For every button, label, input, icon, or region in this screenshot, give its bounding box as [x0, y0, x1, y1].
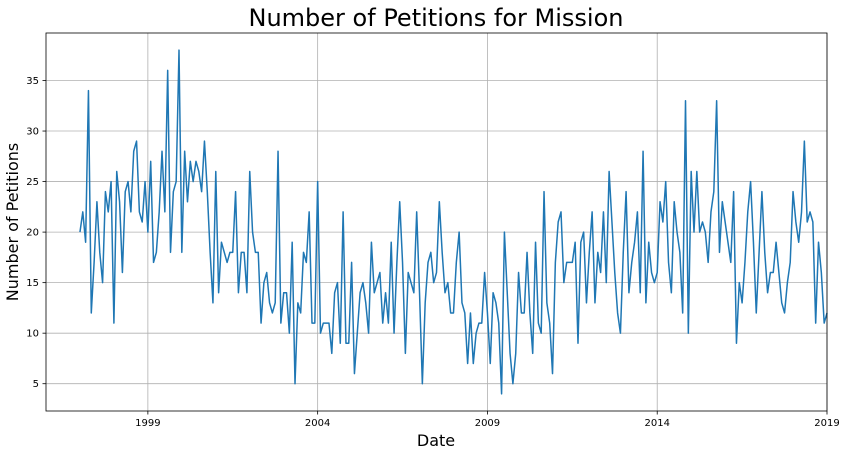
plot-frame — [45, 32, 828, 412]
y-tick-label: 15 — [26, 278, 39, 289]
y-tick-label: 30 — [26, 127, 39, 138]
x-tick-label: 2009 — [475, 418, 500, 429]
x-tick-label: 2014 — [644, 418, 669, 429]
y-tick-label: 5 — [33, 379, 39, 390]
series-line — [79, 49, 828, 395]
y-tick-label: 10 — [26, 329, 39, 340]
axis-ticks: 1999 2004 2009 2014 2019 5 10 15 20 25 30 35 — [26, 76, 839, 429]
series-layer — [79, 49, 828, 395]
y-axis-label: Number of Petitions — [3, 143, 22, 302]
x-tick-label: 2019 — [814, 418, 839, 429]
y-tick-label: 20 — [26, 228, 39, 239]
y-tick-label: 25 — [26, 177, 39, 188]
chart-title: Number of Petitions for Mission — [249, 4, 624, 32]
x-tick-label: 2004 — [305, 418, 330, 429]
x-tick-label: 1999 — [135, 418, 160, 429]
y-tick-label: 35 — [26, 76, 39, 87]
x-axis-label: Date — [417, 431, 455, 450]
